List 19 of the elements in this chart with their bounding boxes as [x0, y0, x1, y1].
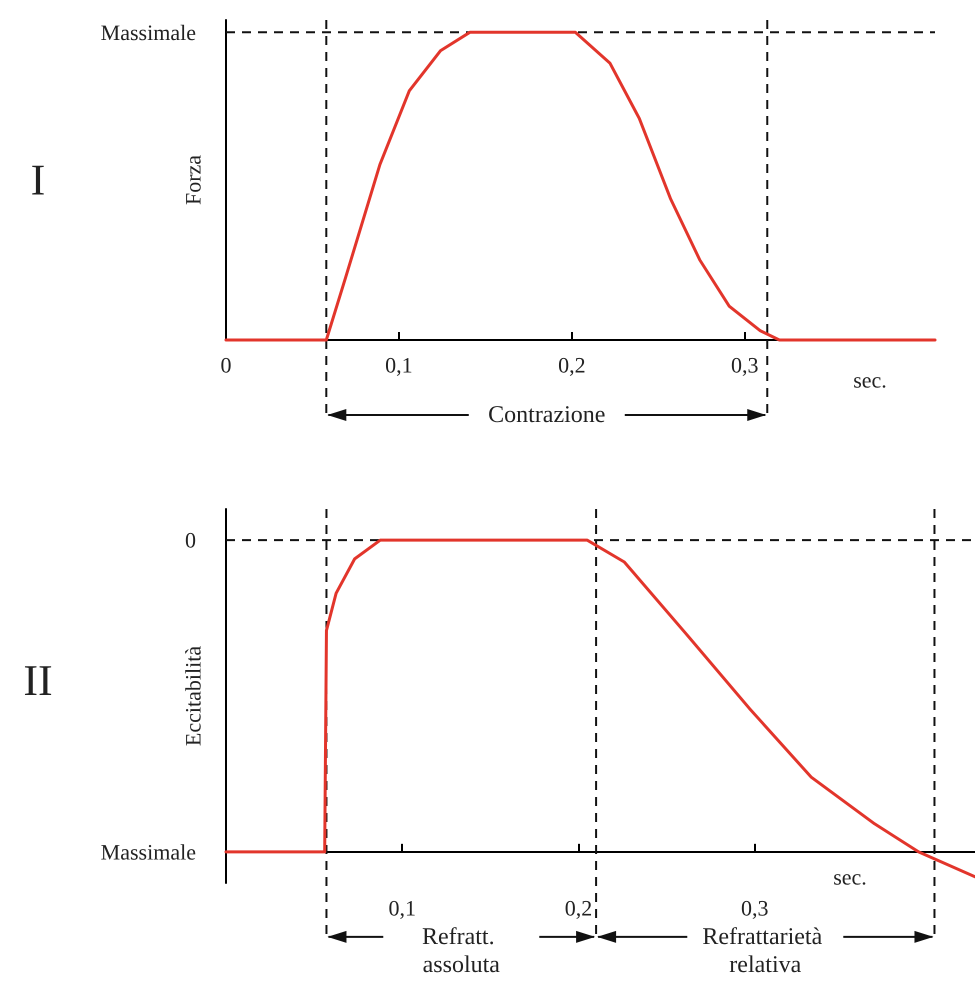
- text: I: [30, 156, 46, 204]
- text: Refrattarietà relativa: [702, 924, 828, 978]
- text: Refratt. assoluta: [422, 924, 501, 978]
- x-tick-label: 0,3: [740, 896, 768, 920]
- text: Massimale: [100, 839, 196, 864]
- x-tick-label: 0: [220, 352, 232, 378]
- x-tick-label: 0,2: [564, 896, 592, 920]
- ref-line-label: Massimale: [100, 20, 196, 45]
- y-axis-title: Eccitabilità: [180, 646, 206, 746]
- text: Contrazione: [488, 402, 606, 428]
- x-tick-label: 0,1: [385, 352, 413, 378]
- x-axis-title: sec.: [833, 864, 867, 890]
- x-tick-label: 0,2: [558, 352, 586, 378]
- text: 0: [185, 528, 196, 553]
- text: II: [23, 656, 53, 705]
- x-axis-title: sec.: [853, 368, 887, 392]
- x-tick-label: 0,1: [388, 896, 416, 920]
- x-tick-label: 0,3: [731, 352, 759, 378]
- y-axis-title: Forza: [180, 154, 206, 206]
